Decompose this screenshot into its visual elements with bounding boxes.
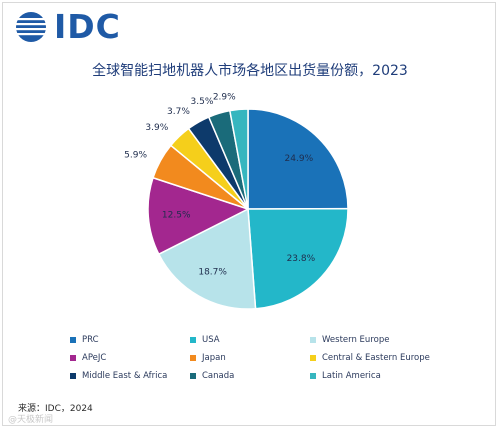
pie-slice-usa xyxy=(247,207,349,310)
pie-label-middle-east-africa: 3.7% xyxy=(167,107,190,117)
watermark: @天极新闻 xyxy=(8,415,54,425)
legend-label: Western Europe xyxy=(322,335,390,345)
legend-label: Latin America xyxy=(322,371,381,381)
pie-slice-latin-america xyxy=(228,108,249,210)
legend-item-latin-america: Latin America xyxy=(310,370,470,382)
legend-swatch xyxy=(310,337,316,343)
pie-slice-western-europe xyxy=(157,207,257,310)
legend-swatch xyxy=(70,373,76,379)
legend-item-central-eastern-europe: Central & Eastern Europe xyxy=(310,352,470,364)
legend-swatch xyxy=(190,355,196,361)
legend-item-usa: USA xyxy=(190,334,310,346)
legend-item-canada: Canada xyxy=(190,370,310,382)
chart-legend: PRC USA Western Europe APeJC Japan Central & … xyxy=(70,334,490,382)
idc-globe-icon xyxy=(16,12,46,42)
pie-label-prc: 24.9% xyxy=(285,154,314,164)
legend-swatch xyxy=(310,373,316,379)
pie-chart: 24.9% 23.8% 18.7% 12.5% 5.9% 3.9% 3.7%3.5% 2.9% xyxy=(124,92,349,310)
legend-item-japan: Japan xyxy=(190,352,310,364)
pie-slice-apejc xyxy=(147,176,250,256)
legend-label: APeJC xyxy=(82,353,107,363)
legend-label: PRC xyxy=(82,335,99,345)
legend-item-apejc: APeJC xyxy=(70,352,190,364)
legend-item-western-europe: Western Europe xyxy=(310,334,470,346)
pie-label-canada: 3.5% xyxy=(191,97,214,107)
source-note: 来源：IDC，2024 xyxy=(18,404,93,414)
pie-label-japan: 5.9% xyxy=(124,150,147,160)
pie-label-apejc: 12.5% xyxy=(162,210,191,220)
legend-label: Central & Eastern Europe xyxy=(322,353,430,363)
logo-text: IDC xyxy=(54,7,121,46)
legend-swatch xyxy=(70,337,76,343)
legend-swatch xyxy=(70,355,76,361)
pie-label-latin-america: 2.9% xyxy=(213,92,236,102)
pie-label-western-europe: 18.7% xyxy=(198,268,227,278)
legend-label: Canada xyxy=(202,371,235,381)
legend-item-middle-east-africa: Middle East & Africa xyxy=(70,370,190,382)
chart-title: 全球智能扫地机器人市场各地区出货量份额，2023 xyxy=(92,63,408,79)
legend-label: Japan xyxy=(202,353,226,363)
legend-swatch xyxy=(190,373,196,379)
chart-frame xyxy=(2,2,496,426)
legend-label: Middle East & Africa xyxy=(82,371,168,381)
legend-item-prc: PRC xyxy=(70,334,190,346)
legend-swatch xyxy=(190,337,196,343)
pie-slice-prc xyxy=(247,108,349,210)
legend-swatch xyxy=(310,355,316,361)
idc-logo: IDC xyxy=(14,10,121,44)
legend-label: USA xyxy=(202,335,220,345)
pie-label-usa: 23.8% xyxy=(287,254,316,264)
pie-label-central-eastern-europe: 3.9% xyxy=(145,123,168,133)
